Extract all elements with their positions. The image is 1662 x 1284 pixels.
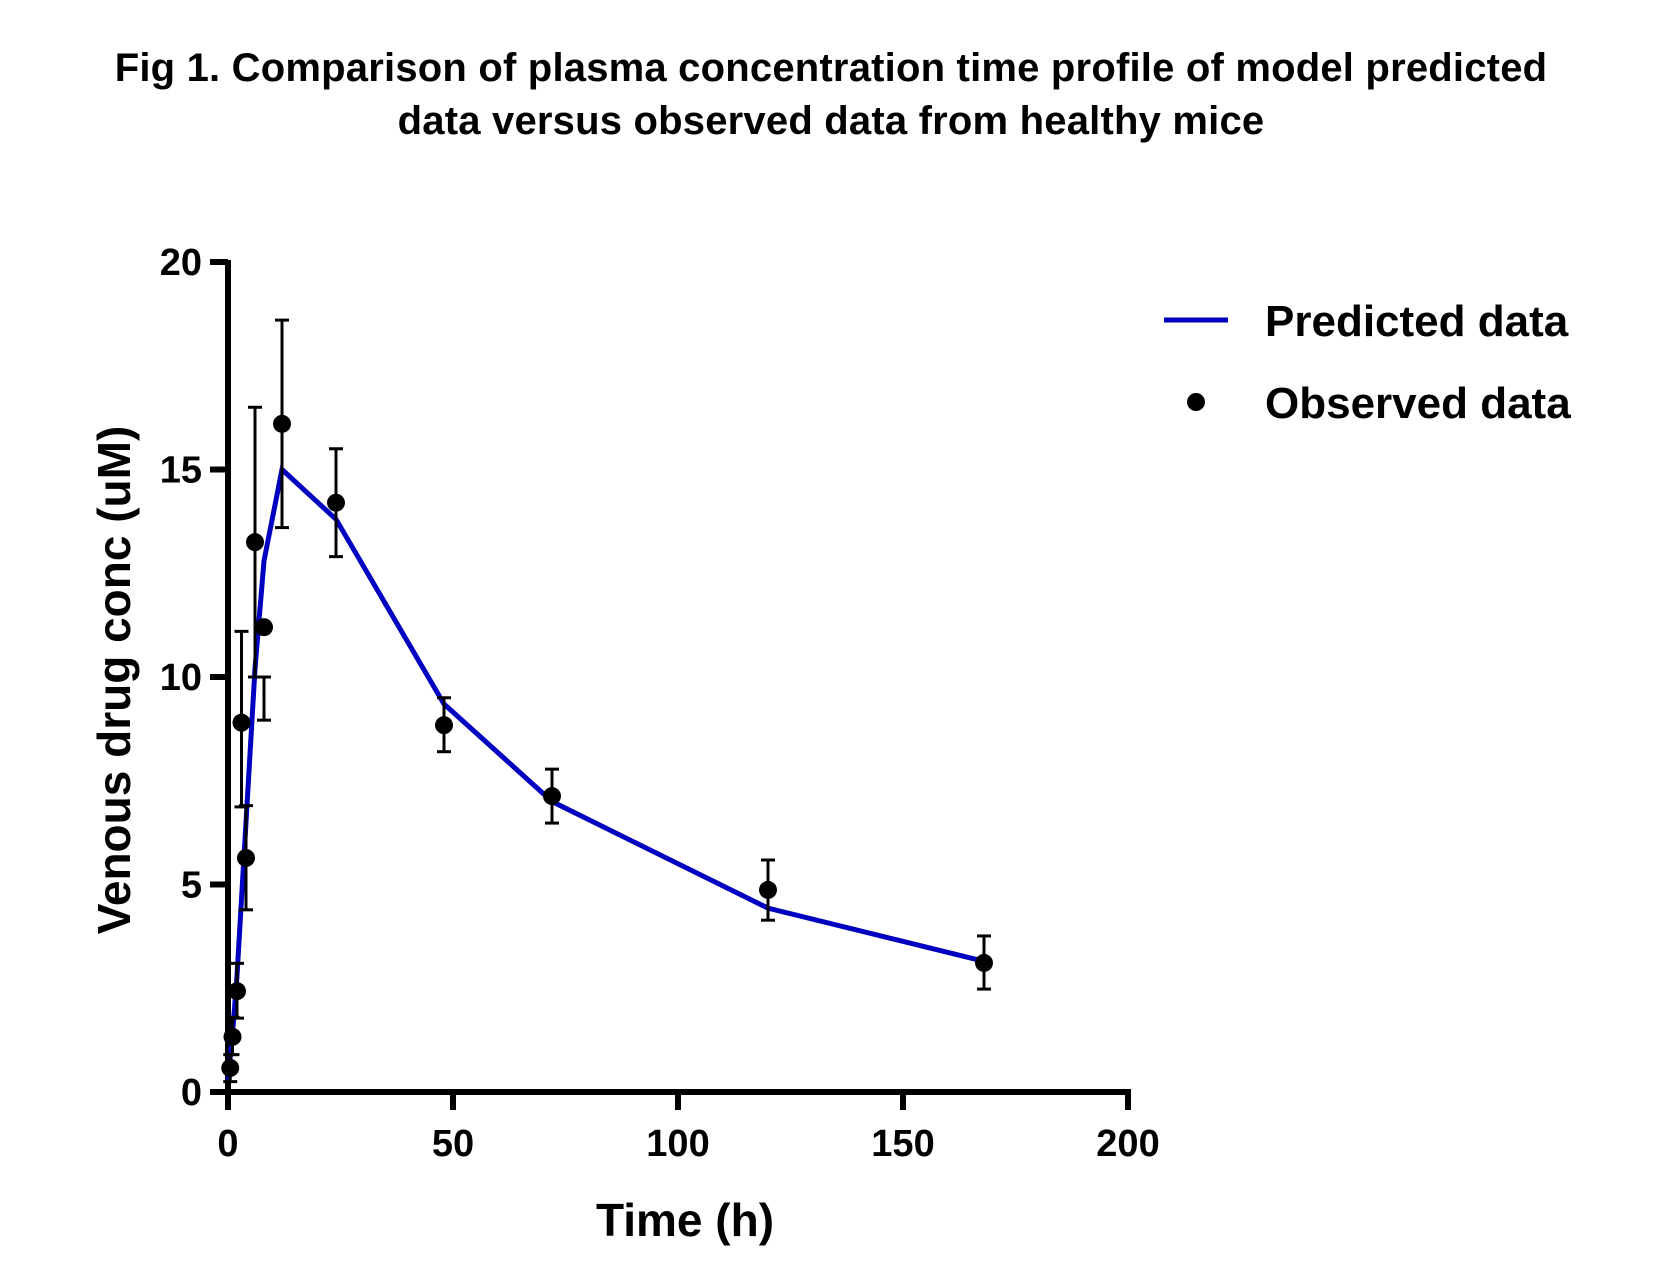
- y-axis-label: Venous drug conc (uM): [88, 426, 140, 935]
- observed-point: [975, 953, 993, 972]
- observed-point: [543, 787, 561, 806]
- x-tick-label: 50: [432, 1123, 474, 1165]
- observed-point-group: [759, 858, 777, 922]
- y-tick-label: 15: [160, 450, 202, 492]
- y-tick-label: 5: [181, 865, 202, 907]
- predicted-line: [225, 464, 985, 1080]
- axes: [225, 260, 1131, 1095]
- observed-point-group: [975, 934, 993, 991]
- observed-point: [237, 848, 255, 867]
- x-axis-label: Time (h): [596, 1194, 774, 1246]
- observed-point: [273, 414, 291, 433]
- observed-point-group: [543, 767, 561, 825]
- y-tick-label: 10: [160, 657, 202, 699]
- observed-point: [435, 716, 453, 735]
- legend-label-predicted: Predicted data: [1265, 297, 1569, 346]
- x-tick-label: 100: [646, 1123, 709, 1165]
- chart-title-line-1: Fig 1. Comparison of plasma concentratio…: [114, 46, 1548, 90]
- chart-title: Fig 1. Comparison of plasma concentratio…: [0, 42, 1662, 148]
- observed-point: [246, 533, 264, 552]
- observed-point-group: [255, 618, 273, 722]
- observed-point-group: [232, 629, 251, 809]
- observed-point-group: [228, 961, 246, 1020]
- y-tick-label: 0: [181, 1072, 202, 1114]
- observed-point: [223, 1027, 242, 1046]
- observed-point: [228, 982, 246, 1001]
- y-tick-label: 20: [160, 242, 202, 284]
- x-tick-label: 200: [1096, 1123, 1159, 1165]
- observed-point: [255, 618, 273, 637]
- observed-point-group: [237, 804, 255, 912]
- observed-point: [232, 713, 251, 732]
- observed-series: [221, 318, 993, 1084]
- legend: Predicted data Observed data: [1164, 297, 1571, 428]
- observed-point-group: [273, 318, 291, 530]
- observed-point: [221, 1058, 240, 1077]
- observed-point: [759, 880, 777, 899]
- observed-point-group: [435, 696, 453, 754]
- observed-point-group: [246, 405, 264, 679]
- observed-point: [327, 493, 345, 512]
- observed-point-group: [327, 447, 345, 559]
- observed-point-group: [221, 1053, 240, 1084]
- x-tick-label: 0: [217, 1123, 238, 1165]
- legend-dot-swatch: [1187, 393, 1205, 411]
- chart-title-line-2: data versus observed data from healthy m…: [397, 99, 1265, 143]
- predicted-series: [225, 464, 985, 1080]
- x-tick-label: 150: [871, 1123, 934, 1165]
- legend-label-observed: Observed data: [1265, 379, 1571, 428]
